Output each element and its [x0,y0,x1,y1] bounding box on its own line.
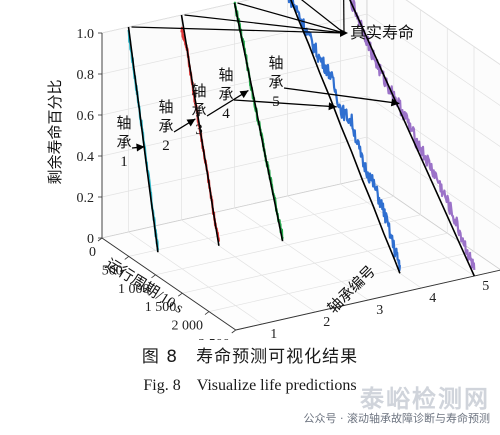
x-axis-line [101,237,237,331]
grid-line-y [101,54,500,147]
bearing-2-label-char: 承 [158,118,173,135]
grid-line-z [287,0,422,289]
grid-line-y [101,13,500,106]
bearing-1-label-char: 1 [120,154,128,170]
watermark-brand: 泰峪检测网 [360,385,490,413]
x-tick-mark [151,274,156,279]
true-life-pointer-2 [184,14,345,34]
true-life-pointer-5 [343,0,345,34]
z-tick-label: 1 [270,327,277,340]
z-tick-label: 4 [429,291,436,306]
bearing-4-label-char: 承 [218,86,233,103]
chart-grid [101,0,500,331]
watermark: 泰峪检测网 公众号 · 滚动轴承故障诊断与寿命预测 [242,379,492,431]
bearing-2-label-char: 2 [162,138,170,154]
bearing-5-predicted-line [349,0,476,270]
bearing-5-arrow [283,87,400,105]
y-tick-label: 0.6 [77,109,95,124]
bearing-2-label-char: 轴 [158,99,173,116]
grid-line-y [101,95,500,188]
bearing-2-arrow-head [186,118,196,127]
true-life-arrow-head [340,29,348,37]
bearing-5-label-char: 承 [268,74,283,91]
bearing-1-label-char: 轴 [116,115,131,132]
z-tick-label: 2 [323,315,330,330]
grid-line-z [340,0,475,277]
x-tick-mark [124,256,129,260]
true-life-pointer-3 [237,2,345,34]
true-life-pointer-4 [300,0,345,34]
x-tick-label: 500 [102,263,123,278]
z-tick-label: 5 [482,279,489,294]
grid-line-y [101,136,500,229]
x-tick-mark [178,292,183,297]
watermark-account: 公众号 · 滚动轴承故障诊断与寿命预测 [303,412,491,425]
chart-walls [101,0,500,331]
y-tick-label: 0.8 [77,68,95,83]
bearing-4-label-char: 4 [222,106,230,122]
x-tick-mark [204,311,210,315]
x-tick-label: 2 500 [198,337,230,340]
grid-line-z [234,3,369,301]
grid-line-y [101,0,500,65]
y-tick-label: 0.4 [77,150,95,165]
caption-chinese: 图 8 寿命预测可视化结果 [141,347,359,367]
x-tick-mark [97,237,103,242]
y-tick-label: 1.0 [77,27,95,42]
bearing-4-arrow [233,99,337,108]
y-tick-label: 0.2 [77,191,95,206]
z-tick-label: 3 [376,303,383,318]
x-tick-label: 1 000 [118,282,150,297]
life-prediction-3d-chart: 0 0.2 0.4 0.6 0.8 1.0 0 500 1 000 1 500 2 000 2 500… [46,0,500,340]
bearing-5-label-char: 5 [272,94,280,110]
grid-line-x [182,28,448,294]
bearing-3-label-char: 3 [195,122,203,138]
true-life-label: 真实寿命 [350,24,414,42]
bearing-1-true-life-line [127,26,159,253]
grid-line-x [155,9,421,276]
x-tick-mark [231,329,236,334]
x-tick-label: 1 500 [145,300,177,315]
x-tick-label: 2 000 [172,319,204,334]
bearing-3-label-char: 轴 [191,83,206,100]
caption-english: Fig. 8 Visualize life predictions [143,377,357,394]
x-tick-label: 0 [89,245,96,260]
bearing-1-label-char: 承 [116,134,131,151]
bearing-3-arrow [206,89,249,117]
true-life-pointer-1 [131,26,345,34]
bearing-5-label-char: 轴 [268,55,283,72]
grid-line-z [128,27,263,325]
bearing-5-arrow-head [390,98,400,107]
grid-line-x [208,46,475,312]
y-axis-title: 剩余寿命百分比 [46,79,64,184]
bearing-3-arrow-head [239,90,249,99]
bearing-4-true-life-line [290,0,401,274]
bearing-5-true-life-line [349,0,476,277]
bearing-1-arrow-head [136,143,145,152]
bearing-3-label-char: 承 [191,102,206,119]
bearing-4-label-char: 轴 [218,67,233,84]
z-axis-line [235,269,500,331]
grid-line-z [181,15,316,313]
bearing-2-true-life-line [180,14,220,246]
y-tick-label: 0 [87,232,94,247]
bearing-3-true-life-line [233,2,284,242]
bearing-4-arrow-head [328,102,337,111]
